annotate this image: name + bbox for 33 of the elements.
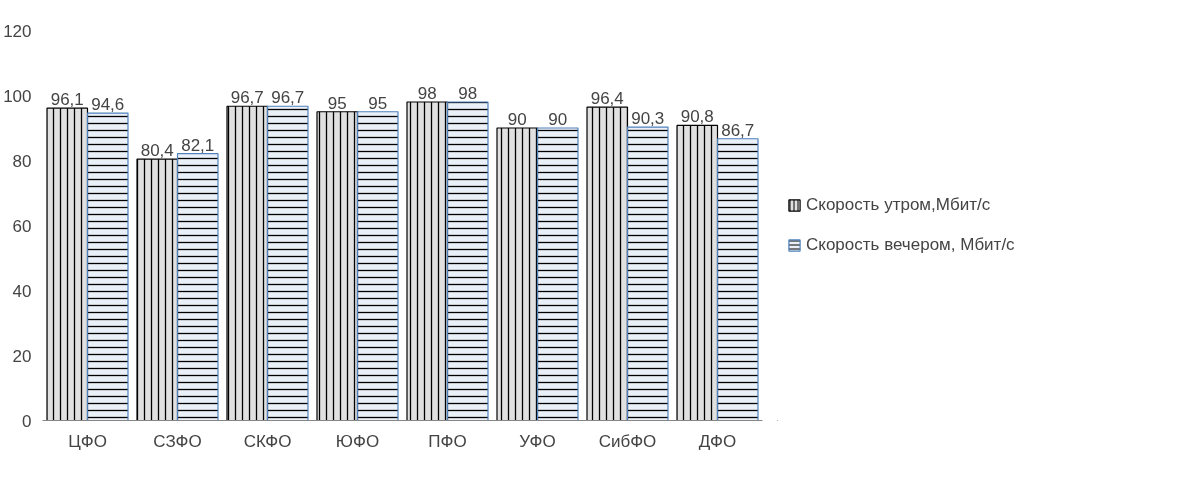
x-tick-label: ПФО <box>428 431 467 451</box>
y-tick-label: 80 <box>12 151 32 171</box>
data-label: 95 <box>368 93 388 113</box>
x-tick-label: СЗФО <box>153 431 202 451</box>
x-tick-label: ЮФО <box>335 431 380 451</box>
data-label: 90 <box>548 110 568 129</box>
data-label: 96,7 <box>230 88 264 108</box>
y-tick-label: 100 <box>3 86 32 106</box>
data-label: 95 <box>327 93 347 113</box>
data-label: 86,7 <box>721 120 755 140</box>
x-tick-label: СибФО <box>598 431 657 451</box>
y-tick-label: 40 <box>12 281 32 301</box>
data-label: 90,8 <box>680 107 714 127</box>
y-tick-label: 120 <box>3 21 32 41</box>
data-label: 90,3 <box>631 109 665 129</box>
data-label: 96,1 <box>50 90 84 110</box>
data-label: 96,7 <box>271 88 305 108</box>
x-tick-label: СКФО <box>243 431 292 451</box>
y-tick-label: 0 <box>22 411 32 431</box>
data-label: 96,4 <box>590 89 624 109</box>
x-tick-label: УФО <box>519 431 556 451</box>
data-label: 94,6 <box>91 95 125 115</box>
x-tick-label: ДФО <box>698 431 737 451</box>
y-tick-label: 60 <box>12 216 32 236</box>
data-label: 82,1 <box>181 135 215 155</box>
legend-label: Скорость утром,Мбит/с <box>806 195 991 215</box>
data-label: 80,4 <box>140 141 174 161</box>
data-label: 98 <box>458 84 478 103</box>
data-label: 98 <box>417 84 437 103</box>
data-label: 90 <box>507 110 527 129</box>
legend-label: Скорость вечером, Мбит/с <box>806 235 1015 255</box>
x-tick-label: ЦФО <box>68 431 107 451</box>
y-tick-label: 20 <box>12 346 32 366</box>
